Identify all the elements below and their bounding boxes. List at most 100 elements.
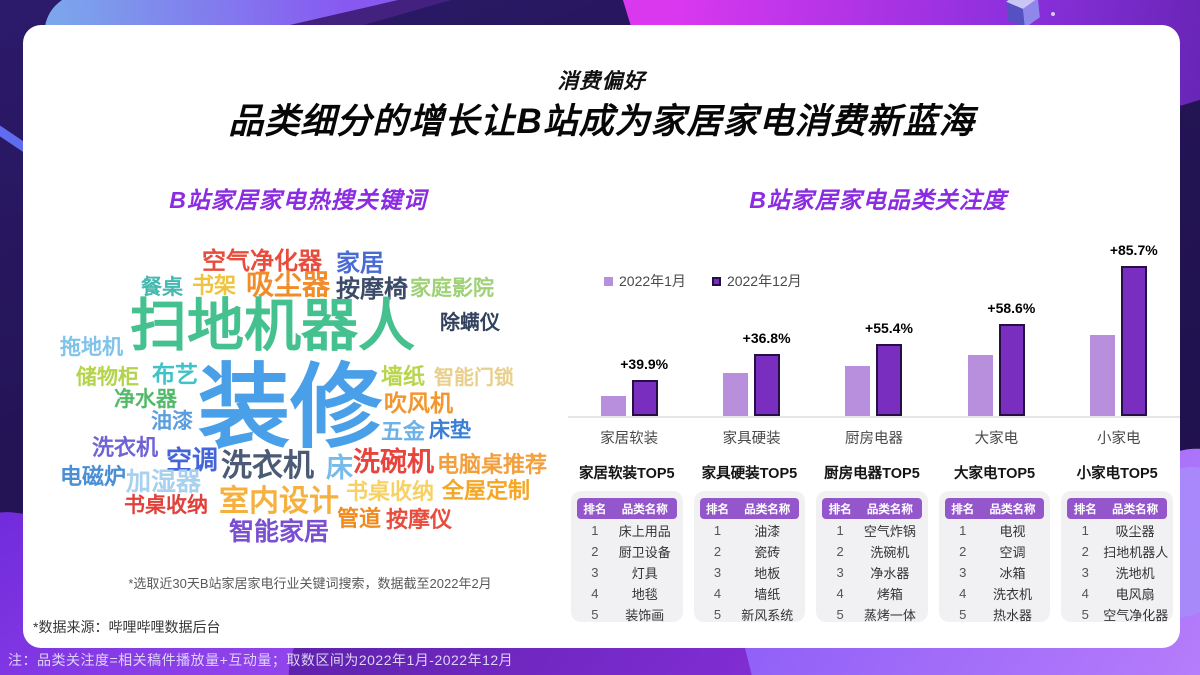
category-cell: 洗地机: [1115, 565, 1155, 581]
growth-label: +85.7%: [1109, 242, 1158, 258]
wordcloud-word: 按摩椅: [336, 276, 408, 303]
top5-table: 家具硬装TOP5 排名 品类名称 1 油漆 2 瓷砖 3 地板 4 墙纸 5 新风系统: [693, 462, 806, 624]
wordcloud-word: 洗衣机: [92, 435, 159, 460]
rank-cell: 5: [959, 606, 967, 622]
table-card: 排名 品类名称 1 油漆 2 瓷砖 3 地板 4 墙纸 5 新风系统: [693, 491, 806, 624]
bar-jan: [967, 355, 993, 416]
table-header: 排名 品类名称: [577, 498, 677, 519]
rank-cell: 4: [836, 585, 844, 601]
wordcloud-word: 电磁炉: [60, 464, 127, 489]
rank-cell: 5: [836, 606, 844, 622]
wordcloud-word: 室内设计: [219, 485, 339, 518]
table-row: 3 地板: [700, 562, 800, 582]
wordcloud-word: 装修: [198, 357, 383, 459]
wordcloud-word: 空调: [166, 445, 219, 475]
chart-category-labels: 家居软装 家具硬装 厨房电器 大家电 小家电: [568, 427, 1180, 448]
wordcloud-word: 家庭影院: [410, 277, 494, 300]
wordcloud-word: 净水器: [114, 388, 177, 411]
table-row: 4 洗衣机: [945, 583, 1045, 603]
category-cell: 扫地机器人: [1103, 544, 1169, 560]
table-header: 排名 品类名称: [944, 498, 1045, 519]
category-cell: 电风扇: [1115, 586, 1155, 602]
wordcloud-word: 管道: [337, 506, 382, 531]
category-cell: 新风系统: [741, 607, 794, 623]
bar-dec: [1121, 266, 1148, 416]
top5-table: 小家电TOP5 排名 品类名称 1 吸尘器 2 扫地机器人 3 洗地机 4 电风扇 5 空气净化器: [1061, 462, 1173, 623]
category-cell: 烤箱: [876, 586, 903, 602]
bar-group: +36.8%: [717, 247, 791, 416]
growth-label: +55.4%: [865, 320, 913, 336]
wordcloud-word: 布艺: [152, 361, 198, 387]
table-title: 大家电TOP5: [954, 466, 1036, 482]
wordcloud-section-title: B站家居家电热搜关键词: [169, 187, 427, 213]
col-rank: 排名: [706, 503, 730, 516]
table-header: 排名 品类名称: [699, 498, 800, 519]
wordcloud-word: 书桌收纳: [124, 494, 208, 517]
legend-item: 2022年1月: [604, 271, 686, 291]
rank-cell: 1: [591, 522, 599, 538]
bar-group: +55.4%: [839, 247, 913, 416]
table-title: 家居软装TOP5: [578, 466, 675, 482]
top5-table: 厨房电器TOP5 排名 品类名称 1 空气炸锅 2 洗碗机 3 净水器 4 烤箱 5 蒸烤一体: [816, 462, 928, 623]
table-row: 3 冰箱: [945, 562, 1045, 582]
bar-jan: [1090, 335, 1116, 416]
category-cell: 热水器: [992, 607, 1032, 623]
rank-cell: 3: [959, 564, 967, 580]
top5-table: 家居软装TOP5 排名 品类名称 1 床上用品 2 厨卫设备 3 灯具 4 地毯 5 装饰画: [571, 462, 683, 624]
wordcloud-word: 吸尘器: [246, 269, 331, 300]
category-cell: 灯具: [631, 565, 658, 581]
table-row: 1 空气炸锅: [822, 520, 922, 540]
wordcloud-word: 餐桌: [141, 276, 183, 299]
wordcloud-word: 加湿器: [126, 468, 202, 496]
bar-dec: [998, 324, 1025, 416]
col-rank: 排名: [583, 503, 607, 516]
category-cell: 空气炸锅: [863, 523, 916, 539]
table-row: 5 装饰画: [577, 604, 677, 624]
chart-legend: 2022年1月 2022年12月: [604, 271, 802, 291]
wordcloud-word: 五金: [381, 419, 426, 444]
bar-dec: [631, 380, 658, 416]
category-label: 小家电: [1097, 431, 1141, 447]
bottom-note: 注：品类关注度=相关稿件播放量+互动量；取数区间为2022年1月-2022年12…: [8, 652, 514, 668]
category-cell: 地毯: [631, 586, 658, 602]
legend-label: 2022年12月: [726, 273, 802, 289]
col-category: 品类名称: [621, 503, 668, 516]
rank-cell: 2: [836, 543, 844, 559]
col-rank: 排名: [951, 503, 975, 516]
wordcloud-word: 床垫: [429, 419, 471, 442]
growth-label: +36.8%: [742, 330, 791, 346]
legend-swatch-icon: [604, 276, 613, 286]
table-row: 5 新风系统: [700, 604, 800, 624]
rank-cell: 4: [591, 585, 599, 601]
page-title: 品类细分的增长让B站成为家居家电消费新蓝海: [228, 102, 975, 141]
word-cloud: 空气净化器 家居 餐桌 书架 吸尘器 按摩椅 家庭影院 除螨仪 拖地机 扫地机器人 储物柜 布艺 净水器…: [60, 240, 568, 570]
wordcloud-word: 按摩仪: [386, 507, 453, 532]
table-title: 小家电TOP5: [1076, 466, 1158, 482]
rank-cell: 5: [713, 606, 722, 622]
col-rank: 排名: [828, 503, 852, 516]
category-cell: 空调: [999, 544, 1026, 560]
table-row: 2 厨卫设备: [577, 541, 677, 561]
rank-cell: 2: [1081, 543, 1089, 559]
table-row: 3 灯具: [577, 562, 677, 582]
table-row: 1 床上用品: [577, 520, 677, 540]
bar-dec: [876, 344, 903, 416]
category-cell: 瓷砖: [754, 544, 781, 560]
rank-cell: 1: [713, 522, 722, 538]
col-rank: 排名: [1073, 503, 1097, 516]
table-row: 2 洗碗机: [822, 541, 922, 561]
category-cell: 蒸烤一体: [863, 607, 916, 623]
rank-cell: 1: [1081, 522, 1089, 538]
wordcloud-word: 书桌收纳: [346, 479, 435, 504]
category-cell: 墙纸: [754, 586, 781, 602]
col-category: 品类名称: [1112, 503, 1159, 516]
table-row: 3 净水器: [822, 562, 922, 582]
category-label: 家具硬装: [722, 431, 781, 447]
growth-label: +39.9%: [620, 356, 669, 372]
legend-label: 2022年1月: [619, 273, 686, 289]
rank-cell: 5: [1081, 606, 1089, 622]
wordcloud-word: 智能门锁: [434, 367, 514, 389]
table-header: 排名 品类名称: [822, 498, 922, 519]
category-cell: 地板: [754, 565, 781, 581]
table-header: 排名 品类名称: [1067, 498, 1167, 519]
